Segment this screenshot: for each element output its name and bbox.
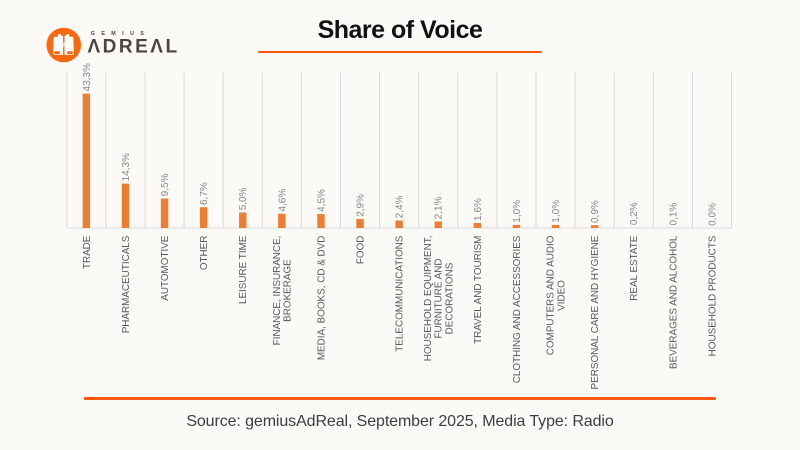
svg-text:2,4%: 2,4%	[395, 195, 406, 218]
svg-text:2,1%: 2,1%	[434, 196, 445, 219]
svg-text:6,7%: 6,7%	[199, 182, 210, 205]
svg-text:BEVERAGES AND ALCOHOL: BEVERAGES AND ALCOHOL	[668, 235, 679, 369]
svg-text:ΛDREΛL: ΛDREΛL	[88, 36, 180, 57]
svg-text:2,9%: 2,9%	[356, 194, 367, 217]
svg-text:4,5%: 4,5%	[316, 189, 327, 212]
svg-text:TRAVEL AND TOURISM: TRAVEL AND TOURISM	[473, 236, 484, 344]
svg-text:CLOTHING AND ACCESSORIES: CLOTHING AND ACCESSORIES	[512, 235, 523, 383]
svg-text:FINANCE, INSURANCE,: FINANCE, INSURANCE,	[272, 236, 283, 346]
svg-text:TELECOMMUNICATIONS: TELECOMMUNICATIONS	[395, 235, 406, 352]
svg-text:4,6%: 4,6%	[277, 189, 288, 212]
svg-text:MEDIA, BOOKS, CD & DVD: MEDIA, BOOKS, CD & DVD	[316, 236, 327, 361]
svg-text:FURNITURE AND: FURNITURE AND	[434, 258, 445, 338]
svg-text:0,0%: 0,0%	[707, 203, 718, 226]
svg-text:LEISURE TIME: LEISURE TIME	[238, 235, 249, 304]
svg-text:PHARMACEUTICALS: PHARMACEUTICALS	[121, 235, 132, 333]
svg-text:COMPUTERS AND AUDIO: COMPUTERS AND AUDIO	[546, 235, 557, 355]
svg-text:5,0%: 5,0%	[238, 187, 249, 210]
svg-text:PERSONAL CARE AND HYGIENE: PERSONAL CARE AND HYGIENE	[590, 235, 601, 389]
svg-text:HOUSEHOLD PRODUCTS: HOUSEHOLD PRODUCTS	[707, 235, 718, 356]
svg-text:1,0%: 1,0%	[551, 200, 562, 223]
svg-text:1,0%: 1,0%	[512, 200, 523, 223]
svg-text:14,3%: 14,3%	[121, 153, 132, 181]
svg-text:43,3%: 43,3%	[82, 63, 93, 91]
svg-text:VIDEO: VIDEO	[556, 280, 567, 311]
svg-text:TRADE: TRADE	[82, 235, 93, 269]
svg-text:BROKERAGE: BROKERAGE	[283, 259, 294, 322]
svg-text:1,6%: 1,6%	[473, 198, 484, 221]
svg-text:HOUSEHOLD EQUIPMENT,: HOUSEHOLD EQUIPMENT,	[423, 236, 434, 362]
svg-text:OTHER: OTHER	[199, 236, 210, 271]
svg-text:0,1%: 0,1%	[668, 203, 679, 226]
svg-text:GEMIUS: GEMIUS	[91, 31, 150, 37]
svg-text:0,9%: 0,9%	[590, 200, 601, 223]
svg-text:0,2%: 0,2%	[629, 202, 640, 225]
svg-text:AUTOMOTIVE: AUTOMOTIVE	[160, 235, 171, 301]
svg-text:9,5%: 9,5%	[160, 173, 171, 196]
svg-text:FOOD: FOOD	[356, 236, 367, 265]
svg-text:REAL ESTATE: REAL ESTATE	[629, 235, 640, 301]
svg-text:DECORATIONS: DECORATIONS	[444, 262, 455, 334]
